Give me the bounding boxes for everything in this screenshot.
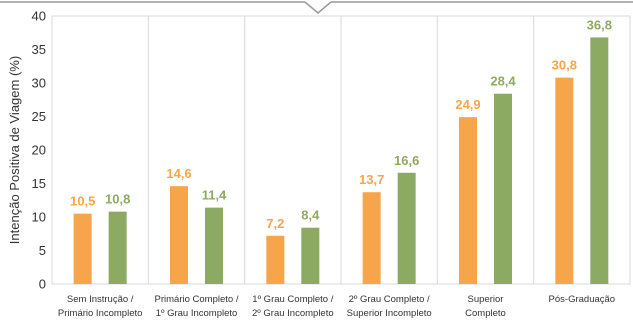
bar — [301, 227, 320, 284]
x-category-label: 1º Grau Completo /2º Grau Incompleto — [252, 294, 334, 319]
x-category-label: 2º Grau Completo / Superior Incompleto — [347, 294, 432, 319]
data-label: 10,8 — [105, 192, 130, 207]
data-label: 13,7 — [359, 172, 384, 187]
y-tick-label: 15 — [32, 176, 46, 191]
data-label: 14,6 — [166, 166, 191, 181]
y-tick-label: 0 — [39, 277, 46, 292]
y-tick-label: 20 — [32, 143, 46, 158]
x-category-label: Primário Completo /1º Grau Incompleto — [155, 294, 239, 319]
data-label: 24,9 — [455, 97, 480, 112]
y-tick-label: 5 — [39, 243, 46, 258]
bar — [590, 37, 609, 284]
x-category-label: Sem Instrução / Primário Incompleto — [58, 294, 142, 319]
header-decoration — [0, 1, 633, 14]
bar — [494, 93, 512, 284]
data-label: 10,5 — [70, 194, 95, 209]
x-category-label: Superior Completo — [465, 294, 506, 319]
y-tick-label: 25 — [32, 109, 46, 124]
bar — [108, 211, 127, 284]
y-tick-label: 35 — [32, 42, 46, 57]
bar — [73, 213, 92, 284]
x-category-label: Pós-Graduação — [549, 294, 616, 305]
data-label: 16,6 — [394, 153, 419, 168]
data-label: 7,2 — [266, 216, 284, 231]
bar — [397, 172, 416, 284]
data-label: 11,4 — [202, 188, 227, 203]
y-tick-label: 10 — [32, 210, 46, 225]
bar — [266, 235, 285, 284]
data-label: 28,4 — [490, 74, 516, 89]
bar — [459, 117, 477, 284]
data-label: 8,4 — [301, 208, 320, 223]
bar — [555, 77, 574, 284]
bar — [205, 207, 223, 284]
bar — [362, 192, 381, 284]
bar — [170, 186, 188, 284]
y-axis-title: Intenção Positiva de Viagem (%) — [7, 56, 22, 244]
data-label: 36,8 — [587, 17, 612, 32]
y-tick-label: 40 — [32, 9, 46, 24]
data-label: 30,8 — [552, 58, 577, 73]
y-tick-label: 30 — [32, 76, 46, 91]
